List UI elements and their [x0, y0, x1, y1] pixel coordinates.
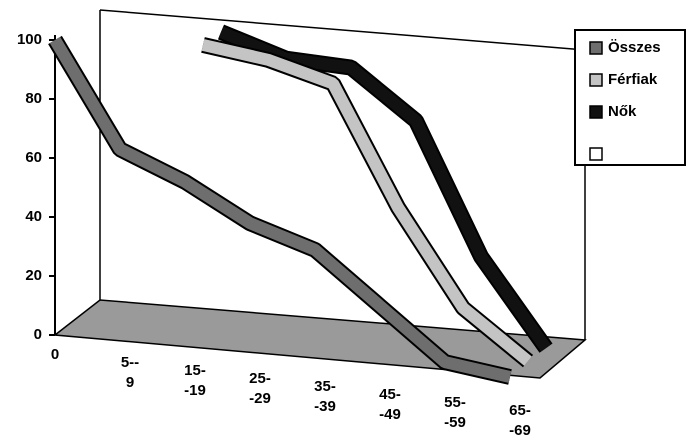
ribbon [201, 39, 532, 366]
legend-swatch [589, 41, 603, 55]
y-tick-label: 40 [25, 208, 42, 225]
y-tick-label: 0 [34, 326, 42, 343]
legend-swatch [589, 73, 603, 87]
x-tick-label: 45- -49 [379, 386, 401, 423]
y-tick-label: 20 [25, 267, 42, 284]
x-tick-label: 0 [50, 346, 60, 363]
x-tick-label: 5-- 9 [120, 354, 140, 391]
y-tick-label: 100 [17, 31, 42, 48]
legend-label: Összes [608, 39, 661, 56]
x-tick-label: 55- -59 [444, 394, 466, 431]
x-tick-label: 15- -19 [184, 362, 206, 399]
x-tick-label: 65- -69 [509, 402, 531, 439]
x-tick-label: 35- -39 [314, 378, 336, 415]
legend-swatch [589, 147, 603, 161]
x-tick-label: 25- -29 [249, 370, 271, 407]
legend-label: Férfiak [608, 71, 658, 88]
y-tick-label: 80 [25, 90, 42, 107]
legend-label: Nők [608, 103, 637, 120]
y-tick-label: 60 [25, 149, 42, 166]
back-wall-edge [99, 9, 586, 51]
ribbon [49, 36, 512, 383]
legend-swatch [589, 105, 603, 119]
